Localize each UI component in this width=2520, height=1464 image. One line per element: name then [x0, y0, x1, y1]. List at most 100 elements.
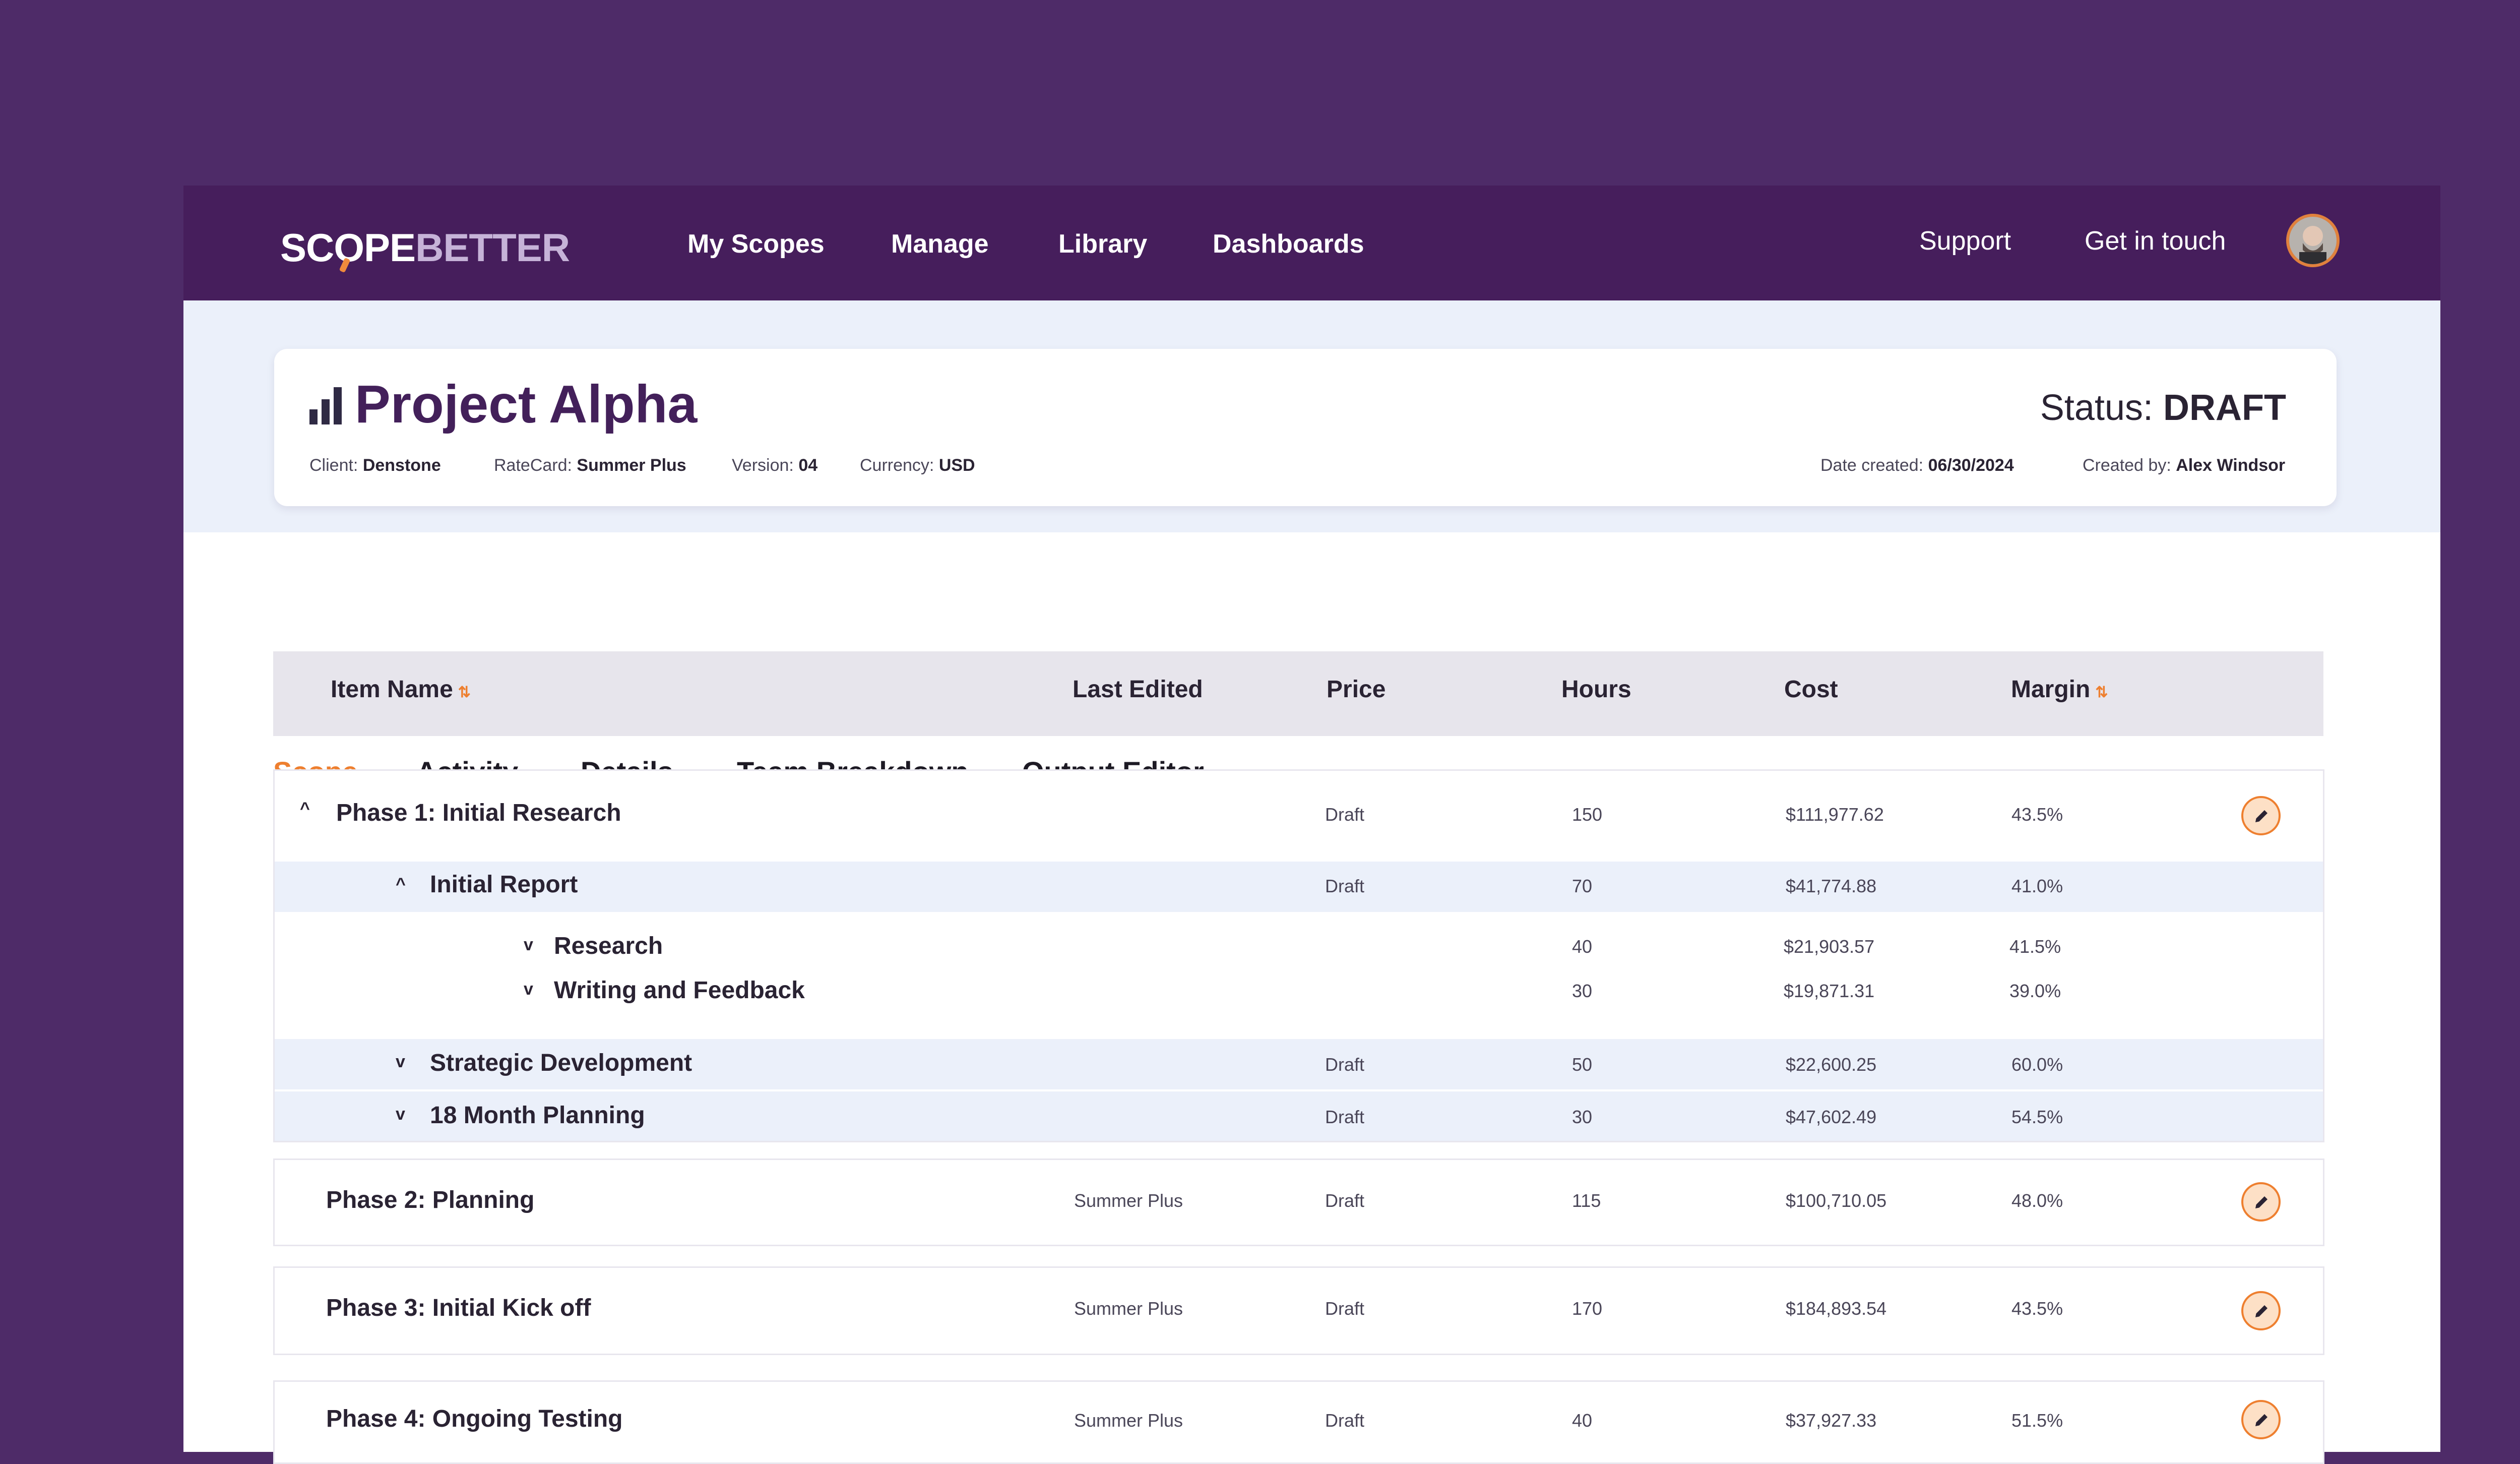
row-margin: 51.5%	[2011, 1410, 2063, 1431]
col-cost[interactable]: Cost	[1784, 676, 1838, 703]
currency-value: USD	[938, 456, 975, 475]
row-name: Writing and Feedback	[554, 977, 805, 1004]
status-label: Status:	[2040, 388, 2154, 428]
row-price: Draft	[1325, 1054, 1365, 1075]
row-margin: 43.5%	[2011, 804, 2063, 825]
date-label: Date created:	[1820, 456, 1924, 475]
status-value: DRAFT	[2163, 388, 2286, 428]
col-item-name[interactable]: Item Name ⇅	[331, 676, 471, 703]
col-margin[interactable]: Margin ⇅	[2011, 676, 2108, 703]
row-price: Draft	[1325, 804, 1365, 825]
phase-group-3[interactable]: Phase 3: Initial Kick off Summer Plus Dr…	[273, 1266, 2324, 1355]
user-avatar[interactable]	[2286, 214, 2340, 267]
row-margin: 41.0%	[2011, 876, 2063, 896]
edit-button[interactable]	[2241, 1400, 2281, 1439]
edit-button[interactable]	[2241, 796, 2281, 835]
top-nav: SCOPEBETTER My Scopes Manage Library Das…	[183, 186, 2440, 300]
meta-date-created: Date created: 06/30/2024	[1820, 456, 2014, 475]
project-card: Project Alpha Status: DRAFT Client: Dens…	[274, 349, 2337, 506]
col-hours[interactable]: Hours	[1561, 676, 1631, 703]
chevron-up-icon[interactable]: ^	[300, 799, 310, 818]
row-cost: $19,871.31	[1784, 981, 1875, 1001]
nav-support[interactable]: Support	[1919, 226, 2011, 256]
row-last-edited: Summer Plus	[1074, 1298, 1183, 1319]
meta-created-by: Created by: Alex Windsor	[2083, 456, 2285, 475]
row-margin: 43.5%	[2011, 1298, 2063, 1319]
phase-group-4[interactable]: Phase 4: Ongoing Testing Summer Plus Dra…	[273, 1380, 2324, 1464]
sort-icon[interactable]: ⇅	[458, 684, 471, 701]
row-cost: $37,927.33	[1786, 1410, 1877, 1431]
row-cost: $41,774.88	[1786, 876, 1877, 896]
row-name: Phase 2: Planning	[326, 1187, 535, 1213]
pencil-icon	[2255, 1305, 2267, 1317]
row-name: Research	[554, 933, 663, 959]
row-hours: 150	[1572, 804, 1603, 825]
nav-manage[interactable]: Manage	[891, 229, 989, 259]
nav-my-scopes[interactable]: My Scopes	[687, 229, 825, 259]
row-cost: $111,977.62	[1786, 804, 1884, 825]
pencil-icon	[2255, 810, 2267, 822]
creator-value: Alex Windsor	[2176, 456, 2286, 475]
logo-part-better: BETTER	[415, 225, 570, 270]
row-margin: 39.0%	[2009, 981, 2061, 1001]
meta-client: Client: Denstone	[309, 456, 441, 475]
row-hours: 30	[1572, 981, 1593, 1001]
table-row[interactable]: ^ Initial Report Draft 70 $41,774.88 41.…	[275, 862, 2323, 912]
row-margin: 41.5%	[2009, 936, 2061, 957]
chevron-up-icon[interactable]: ^	[396, 875, 406, 894]
nav-library[interactable]: Library	[1058, 229, 1148, 259]
row-margin: 48.0%	[2011, 1190, 2063, 1211]
meta-currency: Currency: USD	[860, 456, 975, 475]
client-value: Denstone	[362, 456, 441, 475]
row-price: Draft	[1325, 1107, 1365, 1127]
row-hours: 40	[1572, 1410, 1593, 1431]
chevron-down-icon[interactable]: v	[396, 1052, 405, 1071]
nav-get-in-touch[interactable]: Get in touch	[2085, 226, 2226, 256]
ratecard-label: RateCard:	[494, 456, 572, 475]
col-last-edited[interactable]: Last Edited	[1073, 676, 1203, 703]
ratecard-value: Summer Plus	[577, 456, 686, 475]
table-row[interactable]: v 18 Month Planning Draft 30 $47,602.49 …	[275, 1091, 2323, 1141]
table-row[interactable]: v Research 40 $21,903.57 41.5%	[275, 925, 2323, 970]
row-cost: $47,602.49	[1786, 1107, 1877, 1127]
col-price[interactable]: Price	[1327, 676, 1386, 703]
row-cost: $100,710.05	[1786, 1190, 1887, 1211]
row-hours: 30	[1572, 1107, 1593, 1127]
row-price: Draft	[1325, 1410, 1365, 1431]
brand-logo[interactable]: SCOPEBETTER	[280, 225, 570, 273]
pencil-icon	[2255, 1196, 2267, 1208]
table-row[interactable]: v Strategic Development Draft 50 $22,600…	[275, 1039, 2323, 1089]
client-label: Client:	[309, 456, 358, 475]
project-title: Project Alpha	[355, 375, 698, 434]
row-hours: 40	[1572, 936, 1593, 957]
version-label: Version:	[732, 456, 794, 475]
nav-dashboards[interactable]: Dashboards	[1213, 229, 1364, 259]
version-value: 04	[798, 456, 818, 475]
meta-ratecard: RateCard: Summer Plus	[494, 456, 686, 475]
phase-group-2[interactable]: Phase 2: Planning Summer Plus Draft 115 …	[273, 1158, 2324, 1246]
row-price: Draft	[1325, 876, 1365, 896]
row-hours: 70	[1572, 876, 1593, 896]
row-name: Phase 3: Initial Kick off	[326, 1295, 591, 1321]
row-cost: $22,600.25	[1786, 1054, 1877, 1075]
currency-label: Currency:	[860, 456, 934, 475]
edit-button[interactable]	[2241, 1182, 2281, 1222]
row-hours: 50	[1572, 1054, 1593, 1075]
chevron-down-icon[interactable]: v	[396, 1105, 405, 1124]
edit-button[interactable]	[2241, 1291, 2281, 1330]
row-name: Strategic Development	[430, 1050, 692, 1076]
chevron-down-icon[interactable]: v	[524, 980, 533, 999]
sort-icon[interactable]: ⇅	[2095, 684, 2108, 701]
date-value: 06/30/2024	[1928, 456, 2014, 475]
row-name: 18 Month Planning	[430, 1102, 645, 1129]
table-row[interactable]: ^ Phase 1: Initial Research Draft 150 $1…	[275, 771, 2323, 862]
col-item-name-label: Item Name	[331, 676, 453, 703]
row-margin: 54.5%	[2011, 1107, 2063, 1127]
table-row[interactable]: v Writing and Feedback 30 $19,871.31 39.…	[275, 969, 2323, 1015]
creator-label: Created by:	[2083, 456, 2171, 475]
chevron-down-icon[interactable]: v	[524, 935, 533, 954]
row-name: Initial Report	[430, 871, 578, 898]
row-name: Phase 4: Ongoing Testing	[326, 1406, 623, 1432]
pencil-icon	[2255, 1414, 2267, 1426]
row-price: Draft	[1325, 1190, 1365, 1211]
